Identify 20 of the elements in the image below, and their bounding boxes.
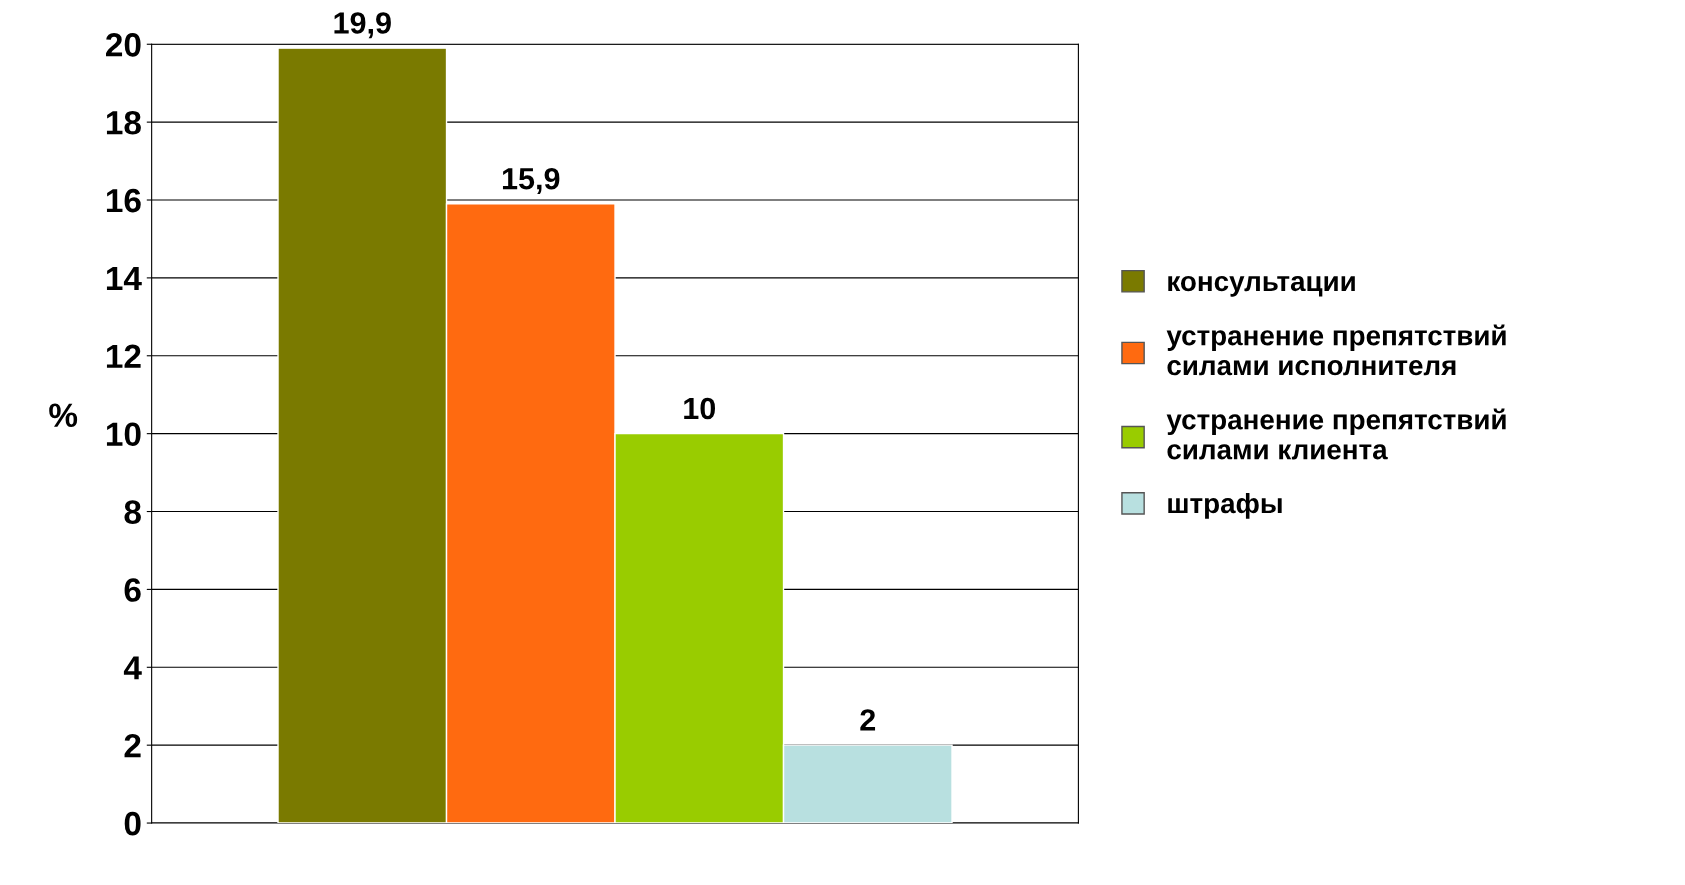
y-tick-label: 14 xyxy=(106,267,142,290)
y-tick-label: 10 xyxy=(106,422,141,447)
y-tick-label: 6 xyxy=(124,578,141,602)
y-tick-label: 12 xyxy=(106,344,141,368)
y-tick-label: 16 xyxy=(106,188,141,213)
y-tick-label: 2 xyxy=(124,733,141,758)
legend-label: консультации xyxy=(1168,275,1355,297)
y-tick-label: 18 xyxy=(106,110,141,135)
y-tick-label: 0 xyxy=(124,811,141,836)
y-tick-label: 8 xyxy=(124,500,141,524)
data-label: 10 xyxy=(684,397,716,420)
y-axis-title: % xyxy=(49,403,78,427)
legend-label: штрафы xyxy=(1168,492,1282,519)
legend-label: устранение препятствий силами исполнителя xyxy=(1166,324,1506,376)
data-label: 2 xyxy=(860,709,876,731)
legend-label: устранение препятствий силами клиента xyxy=(1166,408,1506,460)
y-tick-label: 20 xyxy=(106,33,141,57)
data-label: 19,9 xyxy=(334,12,391,39)
y-tick-label: 4 xyxy=(123,656,142,680)
data-label: 15,9 xyxy=(502,167,560,194)
